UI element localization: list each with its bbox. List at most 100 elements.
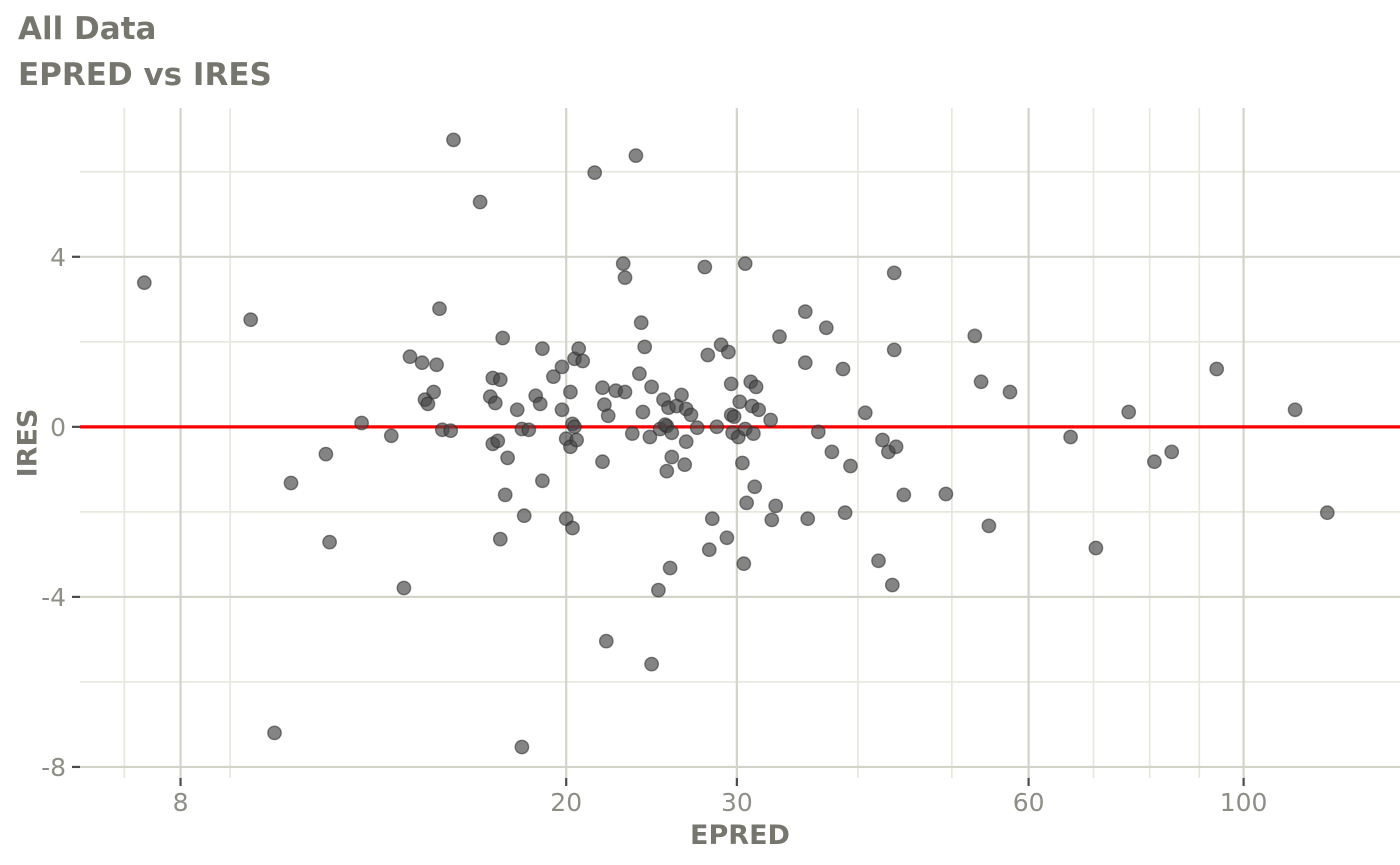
scatter-point	[739, 495, 754, 511]
scatter-point	[521, 422, 537, 438]
scatter-point	[535, 341, 550, 356]
scatter-point	[318, 446, 334, 462]
x-tick-label: 60	[1013, 788, 1045, 817]
scatter-point	[689, 420, 705, 436]
x-tick-label: 30	[721, 788, 753, 817]
scatter-point	[700, 347, 716, 363]
scatter-point	[772, 329, 787, 345]
scatter-point	[704, 511, 720, 527]
scatter-point	[886, 265, 902, 281]
scatter-point	[664, 425, 680, 441]
y-tick-label: 0	[50, 413, 66, 442]
scatter-point	[396, 580, 412, 596]
scatter-point	[563, 384, 578, 400]
scatter-point	[443, 423, 459, 439]
scatter-point	[1002, 384, 1018, 400]
scatter-point	[383, 428, 399, 444]
scatter-point	[644, 656, 659, 672]
scatter-point	[632, 366, 647, 382]
scatter-point	[1088, 540, 1104, 556]
scatter-point	[973, 374, 989, 390]
scatter-point	[875, 432, 890, 448]
scatter-point	[426, 384, 442, 400]
scatter-point	[662, 560, 678, 576]
scatter-point	[624, 426, 640, 441]
scatter-point	[516, 508, 532, 524]
scatter-point	[748, 379, 764, 395]
scatter-point	[554, 359, 570, 375]
scatter-point	[535, 473, 550, 489]
scatter-point	[546, 369, 561, 385]
scatter-point	[514, 739, 530, 755]
scatter-point	[492, 372, 508, 388]
scatter-point	[719, 530, 735, 546]
scatter-point	[797, 355, 813, 371]
scatter-point	[644, 379, 659, 395]
scatter-point	[871, 553, 886, 569]
scatter-point	[432, 301, 447, 317]
scatter-point	[569, 432, 584, 448]
scatter-point	[888, 439, 904, 455]
scatter-point	[677, 457, 693, 473]
scatter-point	[886, 342, 902, 358]
scatter-point	[664, 449, 680, 465]
scatter-point	[495, 330, 511, 346]
chart-title: All Data	[18, 11, 157, 47]
scatter-point	[628, 148, 644, 164]
scatter-point	[595, 380, 610, 396]
scatter-point	[283, 475, 299, 491]
scatter-point	[472, 194, 488, 210]
scatter-point	[723, 376, 739, 392]
scatter-point	[587, 165, 603, 181]
scatter-point	[1121, 404, 1137, 420]
scatter-point	[554, 402, 570, 418]
scatter-point	[1319, 505, 1335, 521]
scatter-point	[1164, 444, 1180, 460]
scatter-point	[600, 408, 616, 424]
scatter-point	[764, 512, 780, 528]
scatter-point	[420, 396, 436, 412]
scatter-point	[642, 429, 658, 445]
scatter-point	[635, 404, 651, 420]
y-tick-label: 4	[50, 243, 66, 272]
x-tick-label: 100	[1220, 788, 1268, 817]
scatter-point	[818, 320, 834, 336]
scatter-point	[487, 395, 503, 411]
scatter-point	[843, 458, 858, 474]
scatter-point	[429, 357, 444, 373]
scatter-point	[721, 344, 736, 360]
scatter-point	[1147, 454, 1162, 470]
scatter-point	[659, 463, 675, 479]
scatter-point	[497, 487, 513, 503]
scatter-point	[938, 486, 954, 502]
scatter-point	[732, 394, 748, 410]
x-tick-label: 8	[173, 788, 189, 817]
scatter-point	[697, 259, 713, 275]
y-tick-label: -4	[41, 583, 66, 612]
scatter-point	[763, 412, 778, 428]
scatter-point	[414, 355, 430, 371]
scatter-point	[837, 505, 853, 521]
scatter-point	[896, 487, 912, 503]
scatter-point	[492, 531, 508, 547]
scatter-point	[735, 455, 750, 471]
scatter-point	[575, 353, 591, 369]
scatter-point	[637, 339, 653, 355]
scatter-point	[1209, 361, 1225, 377]
x-tick-label: 20	[550, 788, 582, 817]
scatter-point	[354, 415, 369, 431]
scatter-point	[701, 542, 717, 558]
scatter-point	[617, 270, 633, 285]
scatter-point	[736, 556, 752, 572]
scatter-point	[490, 433, 506, 449]
y-axis-title: IRES	[12, 408, 44, 478]
scatter-point	[571, 341, 587, 356]
scatter-point	[322, 534, 337, 550]
scatter-point	[678, 434, 694, 450]
scatter-point	[674, 387, 689, 403]
scatter-point	[565, 520, 580, 536]
scatter-point	[709, 419, 725, 435]
scatter-point	[595, 454, 610, 470]
